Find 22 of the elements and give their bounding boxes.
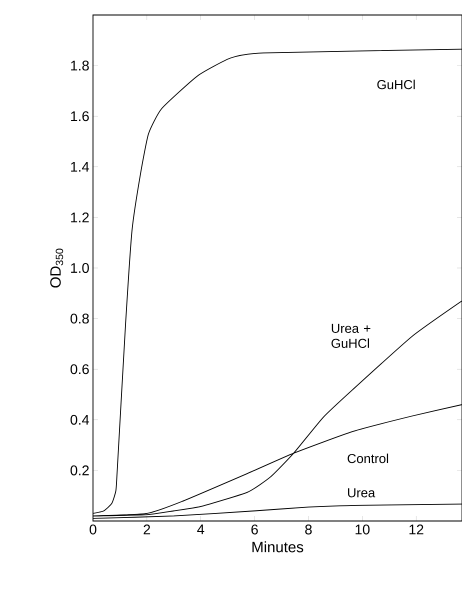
text: GuHCl [377, 80, 415, 90]
y-tick-label: 1.4 [71, 162, 90, 172]
series-label: Control [348, 454, 388, 464]
x-axis-title: Minutes [252, 541, 304, 552]
x-tick-label: 8 [305, 524, 312, 534]
y-tick-label: 1.8 [71, 60, 89, 71]
y-tick-label: 0.2 [70, 465, 89, 476]
x-tick-label: 0 [90, 524, 96, 534]
y-tick-label: 1.0 [71, 263, 89, 273]
x-tick-label: 4 [197, 524, 204, 534]
y-tick-label: 0.4 [70, 414, 90, 425]
x-tick-label: 6 [251, 524, 258, 534]
y-tick-label: 0.6 [70, 364, 89, 374]
series-label: Urea + GuHCl [332, 324, 370, 348]
y-tick-label: 0.8 [70, 314, 89, 324]
y-tick-label: 1.2 [71, 212, 89, 222]
series-label: Urea [348, 488, 376, 498]
y-tick-label: 1.6 [71, 111, 89, 122]
x-tick-label: 2 [144, 524, 150, 534]
x-tick-label: 10 [356, 524, 370, 534]
x-tick-label: 12 [409, 524, 424, 534]
y-axis-title: OD$_{350}$ [50, 248, 64, 288]
